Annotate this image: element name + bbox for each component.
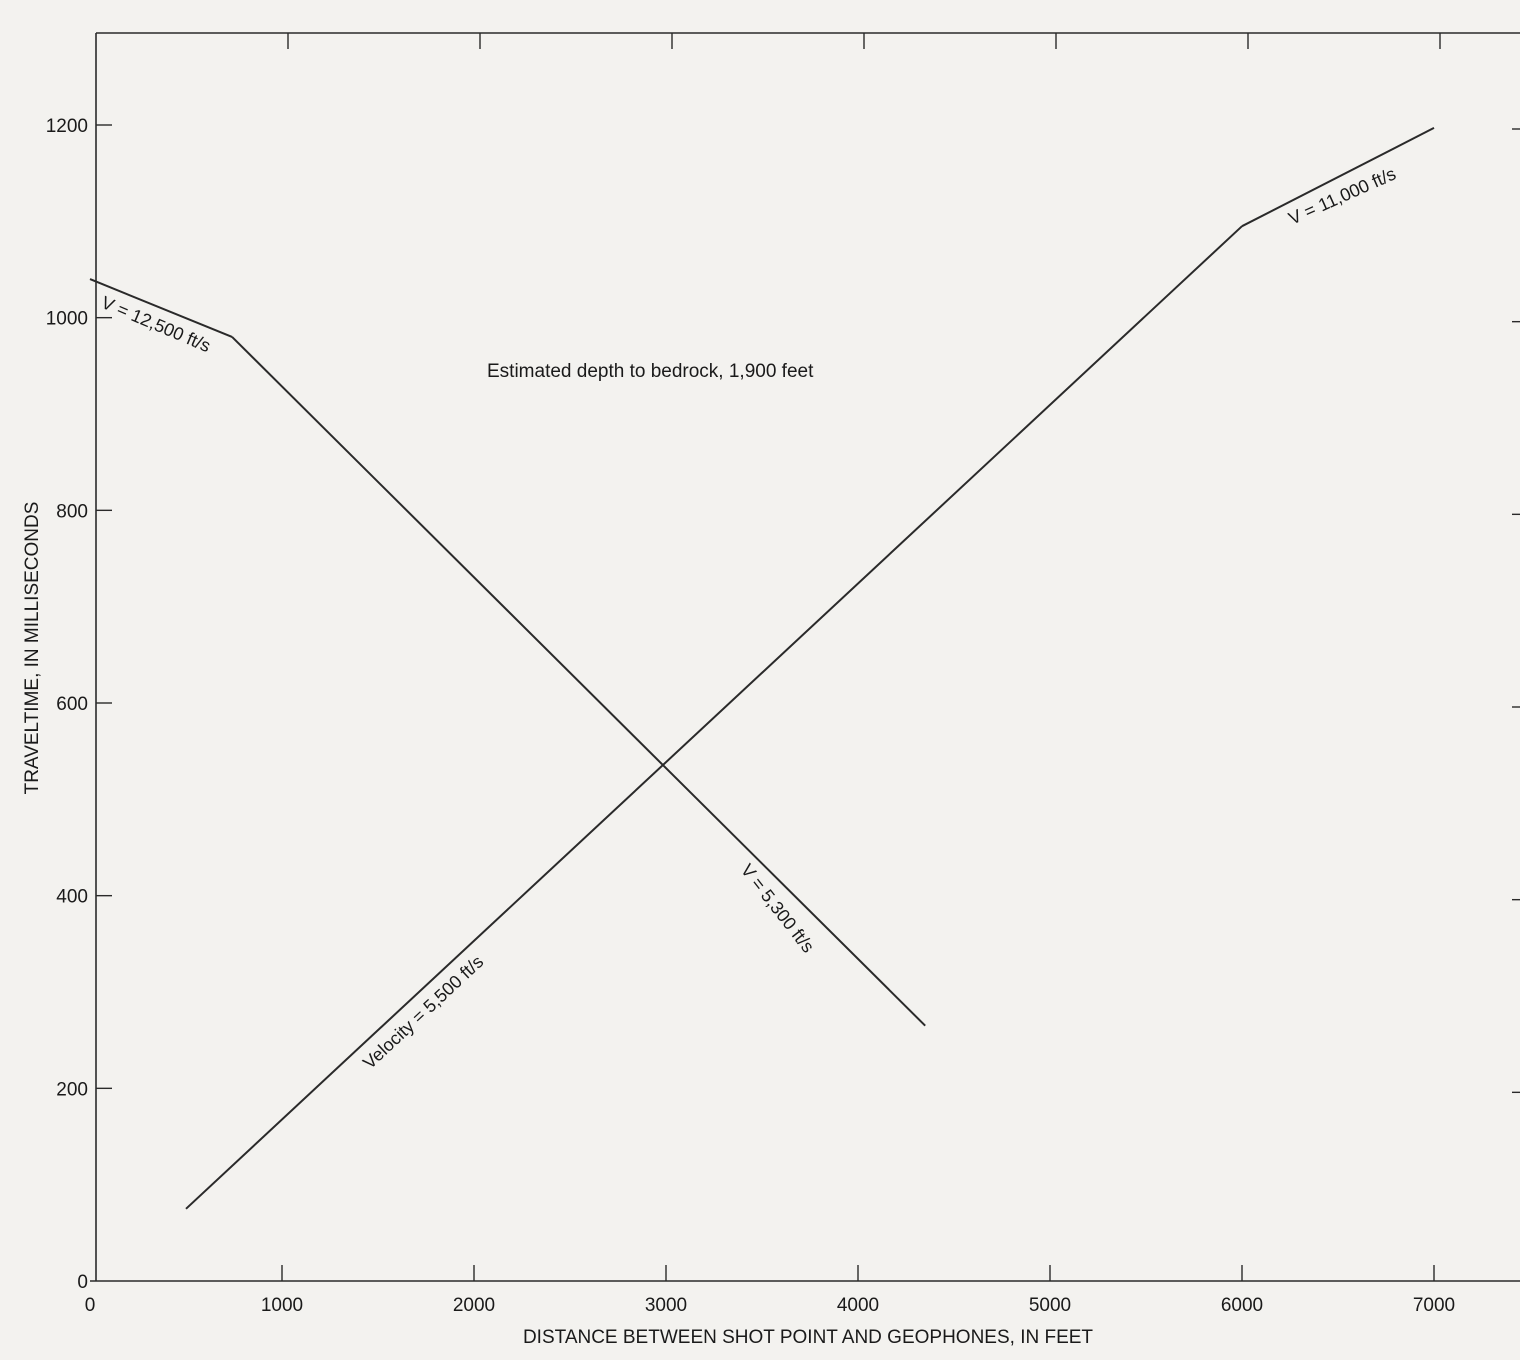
y-tick-label: 800 (56, 501, 88, 522)
x-tick-label: 2000 (453, 1295, 495, 1316)
y-tick-label: 1000 (46, 309, 88, 330)
plot-frame (90, 32, 1520, 1282)
y-axis-title: TRAVELTIME, IN MILLISECONDS (22, 502, 43, 795)
series-lines (89, 127, 1435, 1210)
series-line-3 (231, 336, 926, 1027)
x-tick-label: 1000 (261, 1295, 303, 1316)
y-tick-label: 400 (56, 887, 88, 908)
series-label-v-12500: V = 12,500 ft/s (98, 292, 213, 356)
x-tick-label: 4000 (837, 1295, 879, 1316)
series-label-velocity-5500: Velocity = 5,500 ft/s (359, 951, 487, 1072)
y-tick-label: 200 (56, 1079, 88, 1100)
x-tick-label: 5000 (1029, 1295, 1071, 1316)
x-tick-label: 6000 (1221, 1295, 1263, 1316)
x-tick-label: 0 (85, 1295, 96, 1316)
series-line-1 (1241, 127, 1435, 228)
x-tick-label: 3000 (645, 1295, 687, 1316)
y-tick-label: 1200 (46, 116, 88, 137)
x-tick-label: 7000 (1413, 1295, 1455, 1316)
y-tick-label: 600 (56, 694, 88, 715)
series-line-0 (185, 225, 1243, 1210)
series-line-2 (89, 278, 233, 338)
axis-ticks: 0 1000 2000 3000 4000 5000 6000 7000 0 200 400 600 8… (46, 33, 1520, 1316)
depth-annotation: Estimated depth to bedrock, 1,900 feet (487, 361, 814, 382)
y-tick-label: 0 (77, 1272, 88, 1293)
x-axis-title: DISTANCE BETWEEN SHOT POINT AND GEOPHONE… (523, 1327, 1093, 1348)
